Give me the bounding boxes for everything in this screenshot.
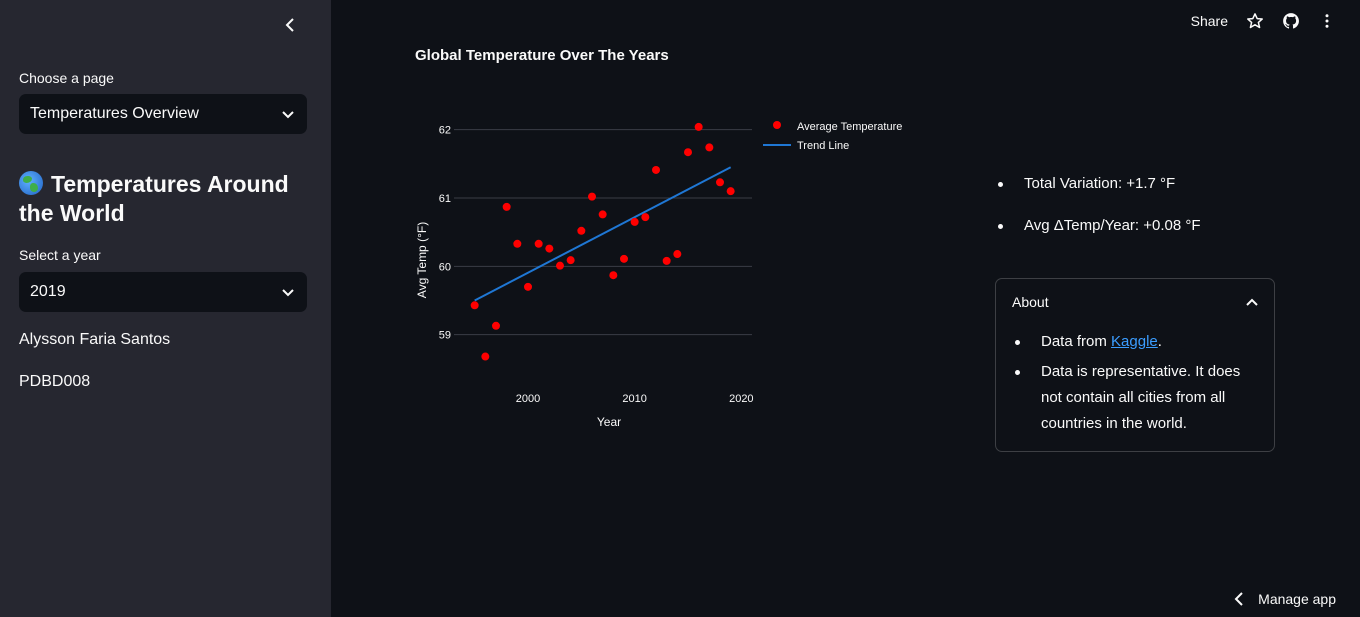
data-point: [716, 178, 724, 187]
list-item: Data is representative. It does not cont…: [1012, 359, 1258, 437]
x-tick-label: 2000: [516, 393, 540, 405]
data-point: [524, 282, 532, 291]
y-tick-label: 59: [439, 330, 451, 342]
chevron-up-icon: [1246, 298, 1258, 306]
chevron-left-icon: [285, 18, 294, 32]
data-point: [598, 210, 607, 219]
data-point: [726, 187, 735, 196]
about-list: Data from Kaggle. Data is representative…: [996, 325, 1274, 437]
chevron-down-icon: [282, 111, 294, 119]
data-point: [652, 165, 660, 174]
data-point: [502, 202, 511, 211]
data-point: [694, 122, 703, 131]
data-point: [609, 271, 618, 280]
year-select-label: Select a year: [19, 247, 101, 263]
page-select[interactable]: Temperatures Overview: [19, 94, 307, 134]
chart-title: Global Temperature Over The Years: [415, 47, 669, 64]
y-tick-label: 61: [439, 193, 451, 205]
x-axis-label: Year: [597, 415, 621, 429]
legend-label: Trend Line: [797, 140, 849, 152]
page-select-value: Temperatures Overview: [30, 105, 199, 122]
manage-app-button[interactable]: Manage app: [1234, 591, 1336, 607]
data-point: [534, 239, 543, 248]
about-expander: About Data from Kaggle. Data is represen…: [995, 278, 1275, 452]
data-point: [481, 352, 490, 361]
metrics-list: Total Variation: +1.7 °F Avg ΔTemp/Year:…: [996, 172, 1201, 256]
star-icon[interactable]: [1246, 12, 1264, 30]
data-point: [566, 256, 575, 265]
list-item: Data from Kaggle.: [1012, 329, 1258, 355]
chevron-down-icon: [282, 289, 294, 297]
trend-line: [474, 166, 732, 302]
data-point: [620, 254, 628, 263]
course-code: PDBD008: [19, 373, 91, 390]
data-point: [662, 256, 671, 265]
data-point: [513, 239, 522, 248]
data-point: [673, 250, 682, 259]
sidebar: Choose a page Temperatures Overview Temp…: [0, 0, 331, 617]
temperature-chart: 59 60 61 62 2000 2010 2020 Year Avg Temp (°F)…: [415, 121, 902, 429]
kaggle-link[interactable]: Kaggle: [1111, 333, 1158, 350]
y-axis-label: Avg Temp (°F): [415, 222, 429, 298]
legend-label: Average Temperature: [797, 121, 902, 133]
avg-delta-metric: Avg ΔTemp/Year: +0.08 °F: [996, 214, 1201, 256]
year-select-value: 2019: [30, 283, 66, 300]
about-expander-header[interactable]: About: [996, 279, 1274, 325]
data-point: [577, 226, 586, 235]
data-point: [705, 143, 714, 152]
total-variation-metric: Total Variation: +1.7 °F: [996, 172, 1201, 214]
sidebar-title: Temperatures Around the World: [19, 171, 289, 226]
collapse-sidebar-button[interactable]: [280, 16, 300, 36]
page-select-label: Choose a page: [19, 70, 114, 86]
year-select[interactable]: 2019: [19, 272, 307, 312]
chart-legend: Average Temperature Trend Line: [763, 121, 902, 152]
more-vertical-icon[interactable]: [1318, 12, 1336, 30]
github-icon[interactable]: [1282, 12, 1300, 30]
share-button[interactable]: Share: [1190, 13, 1228, 29]
data-point: [630, 217, 639, 226]
data-point: [641, 213, 650, 222]
data-point: [684, 148, 692, 157]
about-title: About: [1012, 294, 1049, 310]
y-tick-label: 62: [439, 125, 451, 137]
data-point: [470, 301, 479, 310]
y-tick-label: 60: [439, 261, 451, 273]
manage-app-label: Manage app: [1258, 591, 1336, 607]
author-name: Alysson Faria Santos: [19, 331, 171, 348]
data-point: [588, 192, 596, 201]
x-tick-label: 2020: [729, 393, 753, 405]
x-tick-label: 2010: [622, 393, 646, 405]
chevron-left-icon: [1234, 592, 1243, 606]
data-point: [545, 244, 554, 253]
globe-icon: [19, 171, 43, 195]
header-toolbar: Share: [1191, 12, 1336, 30]
data-point: [492, 321, 500, 330]
legend-marker: [773, 121, 781, 129]
data-point: [556, 261, 564, 270]
